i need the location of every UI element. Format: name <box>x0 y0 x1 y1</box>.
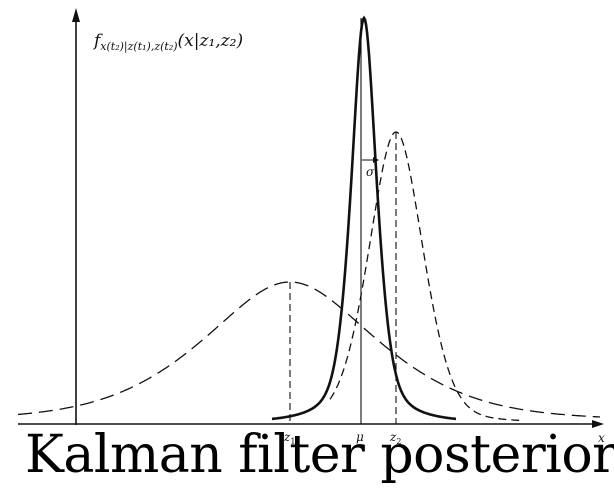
sigma-arrow <box>373 157 379 163</box>
posterior-density-curve <box>271 15 457 421</box>
measurement-density-curve <box>329 131 520 422</box>
tick-z2: z2 <box>389 430 401 446</box>
sigma-label: σ <box>366 165 375 179</box>
x-axis-arrow <box>592 420 604 428</box>
x-axis-label: x <box>598 431 605 445</box>
caption: Kalman filter posterior <box>25 425 614 485</box>
prior-density-curve <box>18 281 601 418</box>
y-axis-arrow <box>72 8 80 22</box>
density-function-label: fx(t₂)|z(t₁),z(t₂)(x|z₁,z₂) <box>92 31 243 54</box>
tick-z1: z1 <box>283 430 295 446</box>
tick-mu: μ <box>356 430 364 444</box>
